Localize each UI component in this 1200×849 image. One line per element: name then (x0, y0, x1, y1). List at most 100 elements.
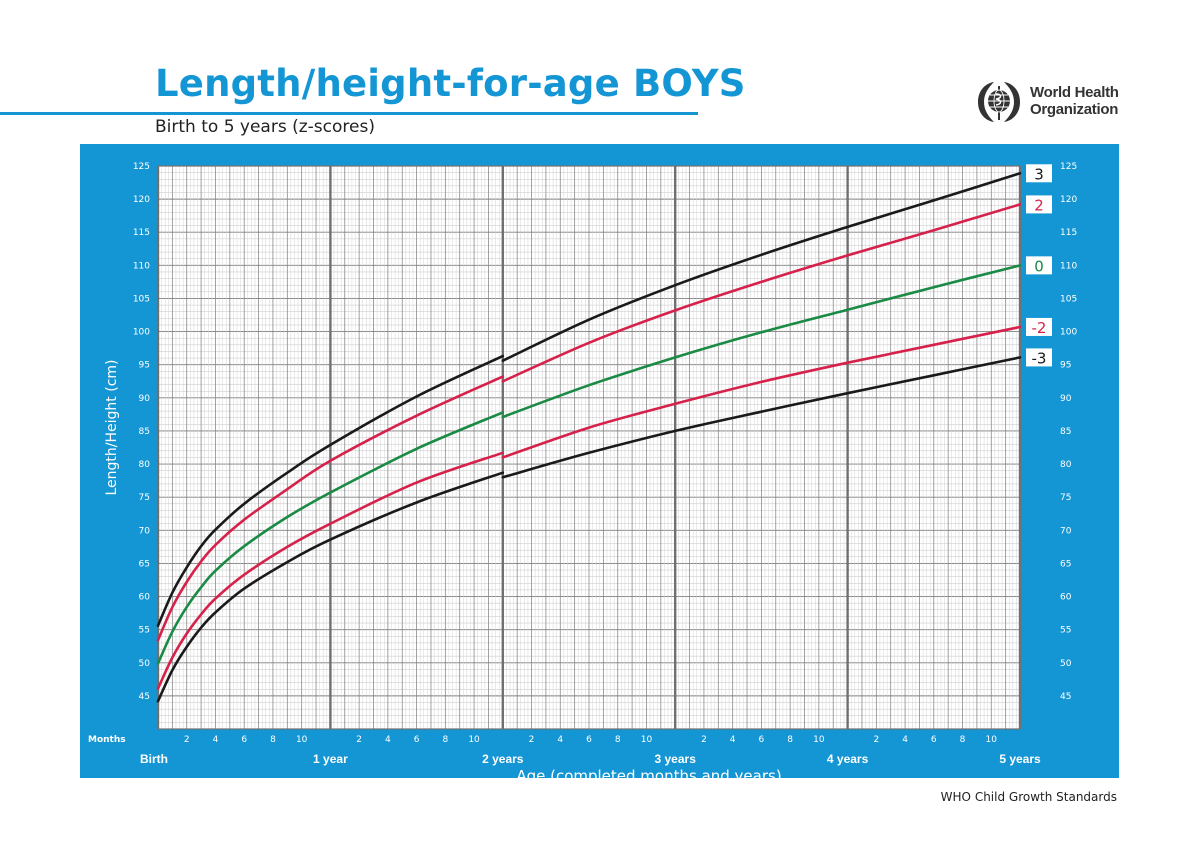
y-tick-label-right: 105 (1060, 294, 1077, 304)
org-name-line2: Organization (1030, 101, 1119, 118)
x-month-tick-label: 2 (529, 735, 535, 745)
x-month-tick-label: 4 (730, 735, 736, 745)
series-label-bg (1026, 348, 1052, 367)
x-month-tick-label: 6 (241, 735, 247, 745)
y-tick-label-right: 110 (1060, 261, 1077, 271)
y-tick-label-left: 85 (139, 427, 150, 437)
x-month-tick-label: 6 (759, 735, 765, 745)
x-axis-title: Age (completed months and years) (516, 767, 781, 778)
x-year-tick-label: 3 years (655, 752, 697, 766)
x-month-tick-label: 10 (296, 735, 308, 745)
chart-subtitle: Birth to 5 years (z-scores) (155, 117, 375, 137)
series-line-z3-height (501, 172, 1022, 362)
x-month-tick-label: 10 (641, 735, 653, 745)
series-label-z0: 0 (1034, 257, 1044, 275)
series-label-z3: 3 (1034, 165, 1044, 183)
lines-layer (156, 172, 1022, 703)
series-label-bg (1026, 317, 1052, 336)
series-line-z2-length (156, 375, 505, 642)
x-month-tick-label: 6 (586, 735, 592, 745)
plot-frame (157, 165, 1021, 730)
series-label-bg (1026, 195, 1052, 214)
x-month-tick-label: 10 (986, 735, 998, 745)
y-tick-label-left: 95 (139, 361, 150, 371)
y-tick-label-left: 60 (139, 593, 151, 603)
y-tick-label-left: 100 (133, 328, 150, 338)
y-tick-label-left: 65 (139, 559, 150, 569)
who-emblem-icon (978, 82, 1020, 122)
x-month-tick-label: 4 (213, 735, 219, 745)
x-month-tick-label: 8 (960, 735, 966, 745)
grid-layer (156, 165, 1022, 730)
x-month-tick-label: 6 (931, 735, 937, 745)
y-tick-label-right: 115 (1060, 228, 1077, 238)
x-month-tick-label: 4 (557, 735, 563, 745)
x-year-tick-label: 4 years (827, 752, 869, 766)
y-tick-label-right: 65 (1060, 559, 1071, 569)
series-label-z-3: -3 (1032, 349, 1047, 367)
x-month-tick-label: 2 (356, 735, 362, 745)
series-label-bg (1026, 164, 1052, 183)
x-month-tick-label: 2 (873, 735, 879, 745)
series-line-z0-length (156, 411, 505, 665)
footer-text: WHO Child Growth Standards (940, 790, 1117, 804)
y-tick-label-right: 60 (1060, 593, 1072, 603)
y-axis-title: Length/Height (cm) (104, 360, 120, 496)
org-name-line1: World Health (1030, 84, 1119, 101)
y-tick-label-right: 75 (1060, 493, 1071, 503)
y-tick-label-left: 45 (139, 692, 150, 702)
y-tick-label-left: 70 (139, 526, 151, 536)
y-tick-label-left: 75 (139, 493, 150, 503)
x-month-tick-label: 8 (270, 735, 276, 745)
series-label-bg (1026, 256, 1052, 275)
y-tick-label-left: 125 (133, 162, 150, 172)
x-month-tick-label: 4 (385, 735, 391, 745)
y-tick-label-right: 120 (1060, 195, 1077, 205)
y-tick-label-left: 80 (139, 460, 151, 470)
y-tick-label-right: 80 (1060, 460, 1072, 470)
x-month-tick-label: 2 (184, 735, 190, 745)
title-rule (0, 112, 698, 115)
y-tick-label-left: 115 (133, 228, 150, 238)
x-month-tick-label: 8 (787, 735, 793, 745)
y-tick-label-left: 50 (139, 659, 151, 669)
y-tick-label-left: 90 (139, 394, 151, 404)
x-month-tick-label: 10 (468, 735, 480, 745)
series-line-z0-height (501, 264, 1022, 419)
y-tick-label-right: 70 (1060, 526, 1072, 536)
y-tick-label-right: 100 (1060, 328, 1077, 338)
y-tick-label-right: 45 (1060, 692, 1071, 702)
series-line-z-2-height (501, 325, 1022, 459)
y-tick-label-left: 55 (139, 626, 150, 636)
y-tick-label-right: 95 (1060, 361, 1071, 371)
x-month-tick-label: 10 (813, 735, 825, 745)
org-name: World Health Organization (1030, 84, 1119, 118)
y-tick-label-left: 110 (133, 261, 150, 271)
chart-title: Length/height-for-age BOYS (155, 62, 746, 105)
x-year-tick-label: Birth (140, 752, 168, 766)
series-line-z-3-length (156, 471, 505, 703)
series-label-z-2: -2 (1032, 319, 1047, 337)
x-year-tick-label: 5 years (999, 752, 1041, 766)
x-unit-label: Months (88, 735, 126, 745)
y-tick-label-left: 120 (133, 195, 150, 205)
x-month-tick-label: 6 (414, 735, 420, 745)
x-month-tick-label: 4 (902, 735, 908, 745)
y-tick-label-right: 55 (1060, 626, 1071, 636)
x-month-tick-label: 8 (615, 735, 621, 745)
x-year-tick-label: 2 years (482, 752, 524, 766)
y-tick-label-left: 105 (133, 294, 150, 304)
y-tick-label-right: 90 (1060, 394, 1072, 404)
series-line-z-2-length (156, 451, 505, 690)
x-month-tick-label: 2 (701, 735, 707, 745)
y-tick-label-right: 125 (1060, 162, 1077, 172)
series-line-z-3-height (501, 356, 1022, 479)
series-line-z2-height (501, 203, 1022, 383)
x-year-tick-label: 1 year (313, 752, 348, 766)
series-label-z2: 2 (1034, 196, 1044, 214)
y-tick-label-right: 50 (1060, 659, 1072, 669)
x-month-tick-label: 8 (442, 735, 448, 745)
series-line-z3-length (156, 354, 505, 627)
